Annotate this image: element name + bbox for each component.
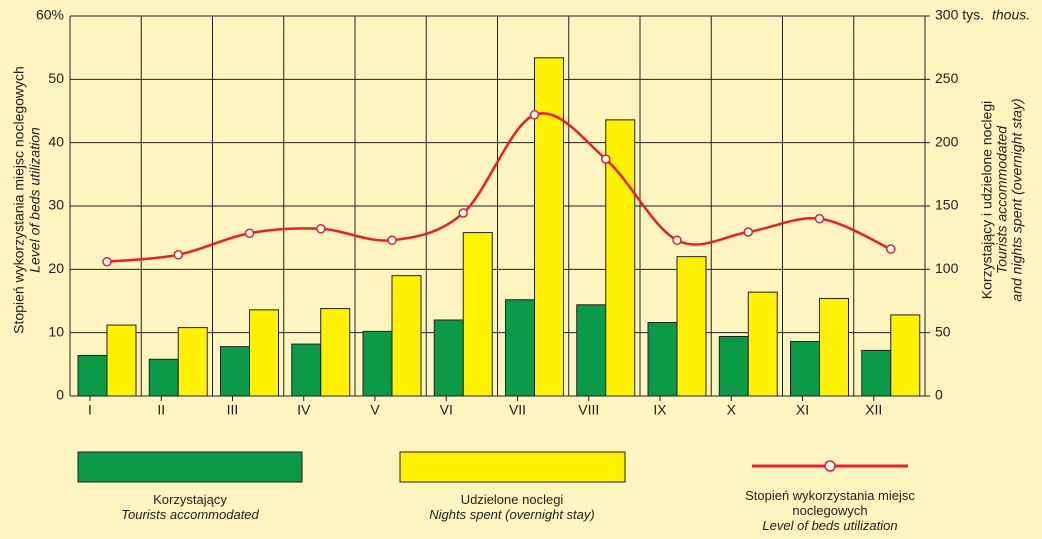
bar xyxy=(890,314,921,397)
bar xyxy=(362,330,393,397)
y-title: Stopień wykorzystania miejsc noclegowych xyxy=(11,66,27,334)
line-point xyxy=(173,250,183,260)
y-tick-label: 10 xyxy=(48,323,64,339)
bar xyxy=(77,354,108,397)
y-tick-label: 50 xyxy=(48,70,64,86)
line-point xyxy=(244,228,255,238)
y2-title-en: Tourists accommodated xyxy=(994,125,1010,274)
bar xyxy=(790,341,820,397)
bar xyxy=(106,324,137,397)
x-tick-label: I xyxy=(88,402,92,418)
x-tick-label: VIII xyxy=(578,402,599,418)
line-point xyxy=(743,227,753,237)
bar xyxy=(291,343,322,397)
line-point xyxy=(814,213,825,224)
line-point xyxy=(316,224,326,234)
line-point xyxy=(458,208,468,218)
legend-item: Stopień wykorzystania miejsc noclegowych… xyxy=(740,488,920,533)
y2-tick-label: 0 xyxy=(935,387,943,403)
x-tick-label: II xyxy=(157,402,165,418)
legend-label: Udzielone noclegi xyxy=(460,492,564,507)
y2-tick-label: 150 xyxy=(935,197,959,213)
line-point xyxy=(601,154,611,164)
line-point xyxy=(672,235,682,245)
y-tick-label: 0 xyxy=(56,387,64,403)
bar xyxy=(819,297,849,397)
x-tick-label: X xyxy=(727,402,737,418)
legend-label: Korzystający xyxy=(153,492,227,507)
y2-tick-label: 100 xyxy=(935,260,959,276)
y2-tick-label: 250 xyxy=(935,70,959,86)
bar xyxy=(647,322,678,397)
line-point xyxy=(529,110,540,120)
bar xyxy=(249,309,279,397)
y-tick-label: 30 xyxy=(48,197,64,213)
x-tick-label: V xyxy=(370,402,380,418)
legend-swatch xyxy=(77,451,303,483)
y-tick-label: 20 xyxy=(48,260,64,276)
line-point xyxy=(102,256,112,267)
bar xyxy=(718,335,749,397)
bar xyxy=(462,232,493,397)
x-tick-label: XII xyxy=(865,402,882,418)
bar xyxy=(747,291,778,397)
bar xyxy=(576,304,607,397)
bar xyxy=(148,358,179,397)
bar xyxy=(605,119,636,397)
line xyxy=(106,112,892,263)
y2-unit: thous. xyxy=(992,7,1030,23)
bar xyxy=(177,327,208,397)
line-point xyxy=(886,244,896,254)
x-tick-label: VII xyxy=(509,402,526,418)
bar xyxy=(220,346,250,397)
legend-label-en: Nights spent (overnight stay) xyxy=(429,507,595,522)
bar xyxy=(505,299,535,397)
line-point xyxy=(387,235,397,245)
bar xyxy=(320,308,351,397)
legend-item: Udzielone noclegi Nights spent (overnight… xyxy=(392,492,632,522)
y2-tick-label: 50 xyxy=(935,323,951,339)
y-title-en: Level of beds utilization xyxy=(27,127,43,273)
bar xyxy=(676,256,707,397)
y-tick-label: 40 xyxy=(48,133,64,149)
y2-title: Korzystający i udzielone noclegi xyxy=(979,101,995,299)
bar xyxy=(433,319,464,397)
bar xyxy=(861,349,892,397)
y2-title-en2: and nights spent (overnight stay) xyxy=(1009,98,1025,301)
legend-item: Korzystający Tourists accommodated xyxy=(70,492,310,522)
x-tick-label: XI xyxy=(796,402,809,418)
x-tick-label: IX xyxy=(653,402,667,418)
legend-swatch xyxy=(824,460,836,472)
legend-label-en: Level of beds utilization xyxy=(762,518,898,533)
bar xyxy=(391,275,422,397)
y2-tick-label: 200 xyxy=(935,133,959,149)
x-tick-label: III xyxy=(227,402,239,418)
legend-label: Stopień wykorzystania miejsc noclegowych xyxy=(745,488,915,518)
legend-swatch xyxy=(399,451,626,483)
bar xyxy=(534,57,564,397)
y-tick-label: 60% xyxy=(36,7,64,23)
x-tick-label: IV xyxy=(297,402,311,418)
x-tick-label: VI xyxy=(440,402,453,418)
y2-tick-label: 300 tys. xyxy=(935,7,984,23)
legend-label-en: Tourists accommodated xyxy=(121,507,259,522)
